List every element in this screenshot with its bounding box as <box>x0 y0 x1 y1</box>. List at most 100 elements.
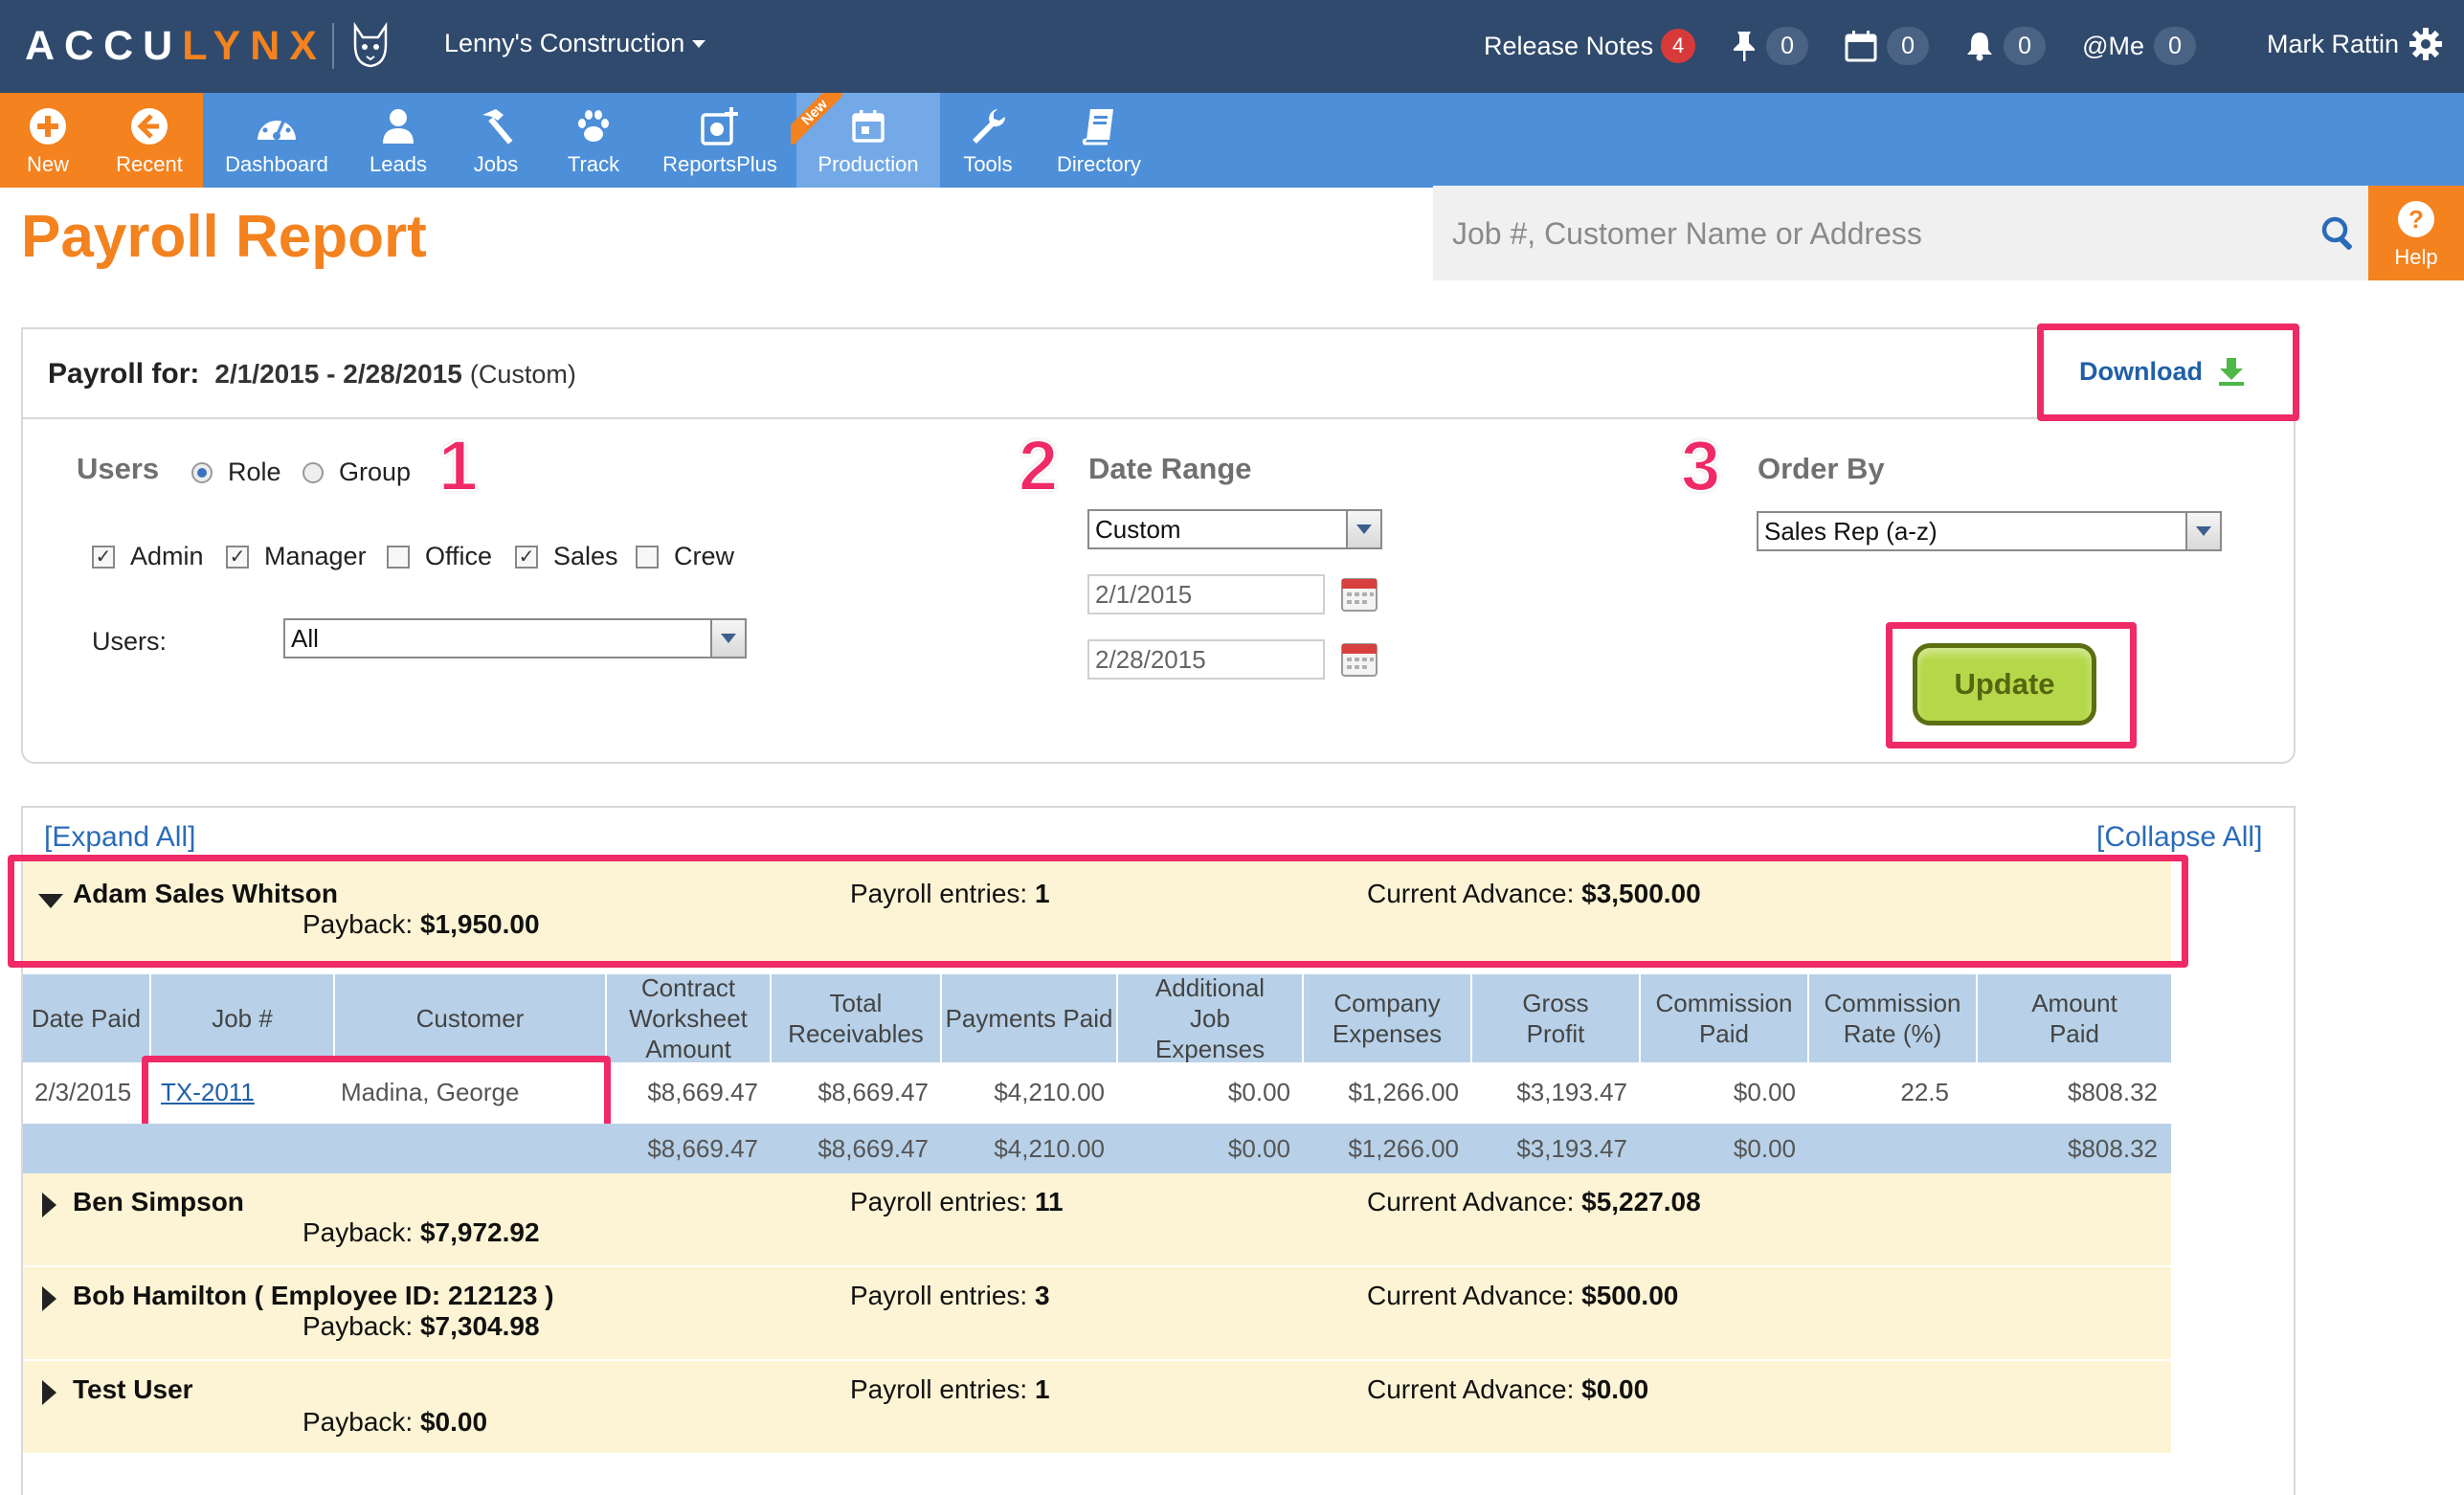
bell-icon <box>1967 33 1993 61</box>
calendar-count: 0 <box>1887 27 1930 65</box>
results-panel <box>21 806 2296 1495</box>
payroll-group-row[interactable]: Bob Hamilton ( Employee ID: 212123 ) Pay… <box>23 1267 2171 1359</box>
download-button[interactable]: Download <box>2079 356 2247 387</box>
col-additional-job-expenses[interactable]: Additional Job Expenses <box>1118 973 1304 1063</box>
group-advance: Current Advance: $500.00 <box>1367 1281 1679 1310</box>
col-gross-profit[interactable]: Gross Profit <box>1472 974 1641 1062</box>
acculynx-logo[interactable]: ACCULYNX <box>25 19 392 73</box>
start-date-field[interactable]: 2/1/2015 <box>1087 574 1325 614</box>
payroll-for-label: Payroll for: <box>48 358 200 390</box>
total-contract-amount: $8,669.47 <box>647 1133 758 1163</box>
nav-tools[interactable]: Tools <box>944 93 1032 188</box>
col-amount-paid[interactable]: Amount Paid <box>2031 989 2117 1048</box>
nav-dashboard[interactable]: Dashboard <box>213 93 341 188</box>
nav-recent[interactable]: Recent <box>101 93 197 188</box>
pins-button[interactable]: 0 <box>1732 27 1809 65</box>
role-office-checkbox[interactable]: Office <box>387 542 492 571</box>
calendar-button[interactable]: 0 <box>1845 27 1930 65</box>
end-date-field[interactable]: 2/28/2015 <box>1087 639 1325 680</box>
col-commission-rate[interactable]: Commission Rate (%) <box>1809 974 1978 1062</box>
payroll-group-row[interactable]: Adam Sales Whitson Payback: $1,950.00 Pa… <box>23 861 2171 967</box>
nav-track[interactable]: Track <box>555 93 632 188</box>
col-date-paid[interactable]: Date Paid <box>23 974 151 1062</box>
update-button[interactable]: Update <box>1913 643 2096 725</box>
logo-text: ACCULYNX <box>25 22 326 69</box>
job-link[interactable]: TX-2011 <box>161 1077 255 1106</box>
col-customer[interactable]: Customer <box>335 974 607 1062</box>
download-icon <box>2219 358 2244 386</box>
nav-tools-label: Tools <box>963 151 1013 176</box>
role-crew-checkbox[interactable]: Crew <box>636 542 734 571</box>
table-totals-row: $8,669.47 $8,669.47 $4,210.00 $0.00 $1,2… <box>23 1124 2171 1173</box>
col-commission-paid[interactable]: Commission Paid <box>1641 974 1809 1062</box>
nav-directory[interactable]: Directory <box>1049 93 1149 188</box>
cell-amount-paid: $808.32 <box>2068 1077 2158 1106</box>
nav-jobs[interactable]: Jobs <box>458 93 534 188</box>
payroll-group-row[interactable]: Ben Simpson Payback: $7,972.92 Payroll e… <box>23 1173 2171 1265</box>
col-total-receivables[interactable]: Total Receivables <box>772 974 942 1062</box>
order-by-select[interactable]: Sales Rep (a-z) <box>1757 511 2222 551</box>
mentions-count: 0 <box>2154 27 2197 65</box>
group-radio[interactable]: Group <box>302 457 411 487</box>
group-payback: Payback: $7,972.92 <box>302 1217 540 1247</box>
date-range-select[interactable]: Custom <box>1087 509 1382 549</box>
office-checkbox[interactable] <box>387 545 410 569</box>
search-icon[interactable] <box>2319 214 2358 253</box>
calendar-icon[interactable] <box>1340 639 1378 678</box>
main-nav: New Recent Dashboard Leads Jobs Track Re… <box>0 93 2464 280</box>
admin-checkbox[interactable]: ✓ <box>92 545 115 569</box>
role-manager-checkbox[interactable]: ✓ Manager <box>226 542 367 571</box>
col-payments-paid[interactable]: Payments Paid <box>942 974 1118 1062</box>
expand-all-link[interactable]: [Expand All] <box>44 821 196 853</box>
collapse-triangle-icon[interactable] <box>38 894 63 908</box>
manager-checkbox[interactable]: ✓ <box>226 545 249 569</box>
group-divider <box>23 1265 2171 1267</box>
cell-payments-paid: $4,210.00 <box>994 1077 1105 1106</box>
col-contract-worksheet-amount[interactable]: Contract Worksheet Amount <box>607 973 772 1063</box>
expand-triangle-icon[interactable] <box>42 1286 56 1311</box>
company-selector[interactable]: Lenny's Construction <box>444 29 706 58</box>
group-advance: Current Advance: $3,500.00 <box>1367 879 1701 908</box>
col-company-expenses[interactable]: Company Expenses <box>1304 974 1472 1062</box>
panel-header: Payroll for: 2/1/2015 - 2/28/2015 (Custo… <box>23 329 2294 419</box>
group-radio-button[interactable] <box>302 461 324 483</box>
role-sales-checkbox[interactable]: ✓ Sales <box>515 542 618 571</box>
calendar-icon <box>852 109 885 143</box>
calendar-icon[interactable] <box>1340 574 1378 613</box>
calendar-icon <box>1845 31 1877 62</box>
group-entries: Payroll entries: 3 <box>850 1281 1050 1310</box>
users-select[interactable]: All <box>283 618 747 658</box>
nav-leads-label: Leads <box>370 151 427 176</box>
crew-checkbox[interactable] <box>636 545 659 569</box>
expand-triangle-icon[interactable] <box>42 1193 56 1217</box>
logo-divider <box>331 23 334 69</box>
total-company-expenses: $1,266.00 <box>1348 1133 1459 1163</box>
role-radio-label: Role <box>228 457 281 486</box>
reports-plus-icon <box>701 106 738 145</box>
table-row: 2/3/2015 TX-2011 Madina, George $8,669.4… <box>23 1062 2171 1122</box>
mentions-label: @Me <box>2082 31 2145 60</box>
book-icon <box>1082 108 1113 145</box>
nav-directory-label: Directory <box>1056 151 1141 176</box>
release-notes-link[interactable]: Release Notes 4 <box>1484 29 1696 63</box>
search-input[interactable] <box>1450 211 2277 257</box>
role-admin-checkbox[interactable]: ✓ Admin <box>92 542 204 571</box>
nav-leads[interactable]: Leads <box>358 93 438 188</box>
notifications-button[interactable]: 0 <box>1965 27 2047 65</box>
collapse-all-link[interactable]: [Collapse All] <box>2096 821 2263 853</box>
sales-checkbox[interactable]: ✓ <box>515 545 538 569</box>
col-job-number[interactable]: Job # <box>151 974 335 1062</box>
download-label: Download <box>2079 356 2203 386</box>
role-radio[interactable]: Role <box>191 457 281 487</box>
expand-triangle-icon[interactable] <box>42 1380 56 1405</box>
mentions-button[interactable]: @Me 0 <box>2082 27 2197 65</box>
nav-production[interactable]: Production <box>796 93 940 188</box>
office-label: Office <box>425 542 493 570</box>
role-radio-button[interactable] <box>191 461 213 483</box>
user-menu[interactable]: Mark Rattin <box>2267 27 2443 61</box>
cell-customer: Madina, George <box>341 1077 520 1106</box>
nav-new[interactable]: New <box>0 93 96 188</box>
payroll-group-row[interactable]: Test User Payback: $0.00 Payroll entries… <box>23 1361 2171 1453</box>
nav-help[interactable]: ? Help <box>2368 186 2464 280</box>
nav-reportsplus[interactable]: ReportsPlus <box>655 93 785 188</box>
